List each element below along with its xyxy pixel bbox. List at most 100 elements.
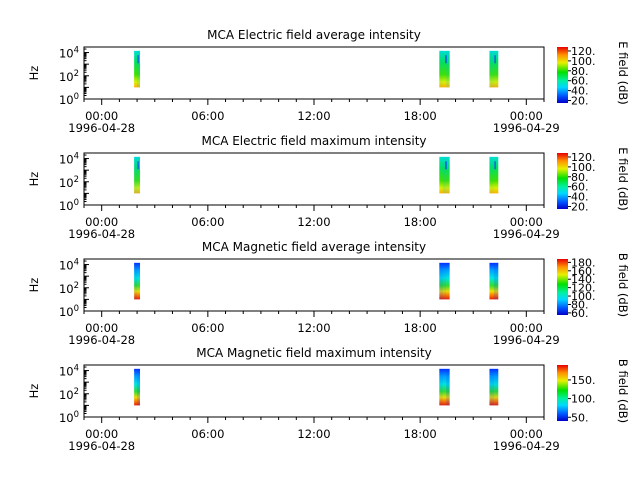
- plot-frame: [83, 152, 545, 206]
- colorbar-tick-label: 20.: [571, 201, 589, 214]
- date-label: 1996-04-29: [493, 333, 560, 347]
- colorbar-tick-label: 150.: [571, 374, 596, 387]
- y-axis-label: Hz: [27, 172, 41, 187]
- colorbar-tick-label: 60.: [571, 181, 589, 194]
- spectrogram-column: [489, 50, 494, 88]
- spectrogram-column: [137, 263, 140, 300]
- spectrogram-feature: [494, 55, 496, 64]
- chart-panel-1: MCA Electric field average intensity 100 1…: [27, 28, 630, 135]
- colorbar-tick-label: 180.: [571, 256, 596, 269]
- colorbar: 60.80.100.120.140.160.180. B field (dB): [557, 253, 630, 320]
- spectrogram-block: [134, 50, 141, 88]
- spectrogram-column: [446, 368, 450, 406]
- chart-panel-3: MCA Magnetic field average intensity 100 1…: [27, 240, 630, 347]
- spectrogram-column: [442, 156, 447, 194]
- y-tick-label: 104: [59, 258, 79, 273]
- spectrogram-block: [134, 156, 141, 194]
- panel-title: MCA Magnetic field average intensity: [202, 240, 426, 254]
- colorbar-tick-label: 140.: [571, 273, 596, 286]
- panel-title: MCA Electric field average intensity: [207, 28, 421, 42]
- x-tick-label: 00:00: [85, 321, 118, 335]
- spectrogram-block: [439, 156, 450, 194]
- spectrogram-column: [439, 50, 443, 88]
- spectrogram-column: [439, 368, 443, 406]
- x-tick-label: 06:00: [191, 109, 224, 123]
- panel-title: MCA Electric field maximum intensity: [201, 134, 426, 148]
- x-tick-label: 06:00: [191, 215, 224, 229]
- colorbar-tick-label: 40.: [571, 85, 589, 98]
- spectrogram-column: [442, 262, 447, 300]
- plot-frame: [83, 258, 545, 312]
- colorbar-tick-label: 60.: [571, 307, 589, 320]
- spectrogram-column: [439, 262, 443, 300]
- x-tick-label: 06:00: [191, 321, 224, 335]
- x-tick-label: 00:00: [510, 109, 543, 123]
- date-label: 1996-04-28: [68, 333, 135, 347]
- x-tick-label: 00:00: [85, 109, 118, 123]
- colorbar-tick-label: 60.: [571, 75, 589, 88]
- y-axis-label: Hz: [27, 384, 41, 399]
- colorbar-tick-label: 120.: [571, 45, 596, 58]
- x-tick-label: 18:00: [404, 109, 437, 123]
- x-tick-label: 06:00: [191, 427, 224, 441]
- spectrogram-block: [489, 262, 499, 300]
- colorbar-tick-label: 80.: [571, 171, 589, 184]
- spectrogram-column: [137, 368, 141, 406]
- spectrogram-feature: [444, 55, 447, 64]
- colorbar-gradient: [557, 365, 568, 421]
- x-tick-label: 12:00: [297, 427, 330, 441]
- spectrogram-fill: [489, 50, 499, 88]
- panel-title: MCA Magnetic field maximum intensity: [196, 346, 432, 360]
- chart-panel-4: MCA Magnetic field maximum intensity 100 1…: [27, 346, 630, 453]
- colorbar-tick-label: 20.: [571, 95, 589, 108]
- spectrogram-column: [137, 156, 141, 194]
- spectrogram-fill: [134, 156, 141, 194]
- x-tick-label: 00:00: [510, 321, 543, 335]
- colorbar-tick-label: 80.: [571, 298, 589, 311]
- spectrogram-block: [489, 50, 499, 88]
- colorbar-tick-label: 100.: [571, 290, 596, 303]
- x-tick-label: 00:00: [85, 215, 118, 229]
- y-tick-label: 100: [59, 410, 79, 425]
- spectrogram-fill: [134, 368, 141, 406]
- x-tick-label: 18:00: [404, 215, 437, 229]
- spectrogram-fill: [489, 368, 499, 406]
- colorbar-tick-label: 40.: [571, 191, 589, 204]
- spectrogram-fill: [489, 262, 499, 300]
- colorbar: 20.40.60.80.100.120. E field (dB): [557, 41, 630, 108]
- spectrogram-fill: [134, 262, 141, 300]
- spectrogram-column: [134, 156, 138, 194]
- x-tick-label: 12:00: [297, 215, 330, 229]
- spectrogram-block: [489, 156, 499, 194]
- colorbar-label: B field (dB): [616, 359, 630, 423]
- y-tick-label: 102: [59, 175, 79, 190]
- x-tick-label: 00:00: [510, 427, 543, 441]
- y-tick-label: 104: [59, 46, 79, 61]
- chart-panel-2: MCA Electric field maximum intensity 100 1…: [27, 134, 630, 241]
- spectrogram-fill: [439, 262, 450, 300]
- plot-frame: [83, 46, 545, 100]
- y-tick-label: 100: [59, 92, 79, 107]
- plot-frame: [83, 364, 545, 418]
- spectrogram-column: [443, 369, 446, 406]
- spectrogram-column: [493, 368, 499, 406]
- x-tick-label: 12:00: [297, 321, 330, 335]
- spectrogram-column: [134, 369, 137, 406]
- x-tick-label: 00:00: [510, 215, 543, 229]
- colorbar-label: B field (dB): [616, 253, 630, 317]
- date-label: 1996-04-28: [68, 227, 135, 241]
- date-label: 1996-04-29: [493, 121, 560, 135]
- colorbar-tick-label: 80.: [571, 65, 589, 78]
- colorbar-tick-label: 120.: [571, 151, 596, 164]
- spectrogram-column: [493, 50, 499, 88]
- spectrogram-column: [446, 50, 450, 88]
- spectrogram-block: [134, 262, 141, 300]
- y-tick-label: 102: [59, 387, 79, 402]
- spectrogram-column: [446, 156, 450, 194]
- spectrogram-column: [137, 50, 141, 88]
- x-tick-label: 12:00: [297, 109, 330, 123]
- date-label: 1996-04-29: [493, 227, 560, 241]
- spectrogram-column: [134, 262, 138, 300]
- y-tick-label: 100: [59, 198, 79, 213]
